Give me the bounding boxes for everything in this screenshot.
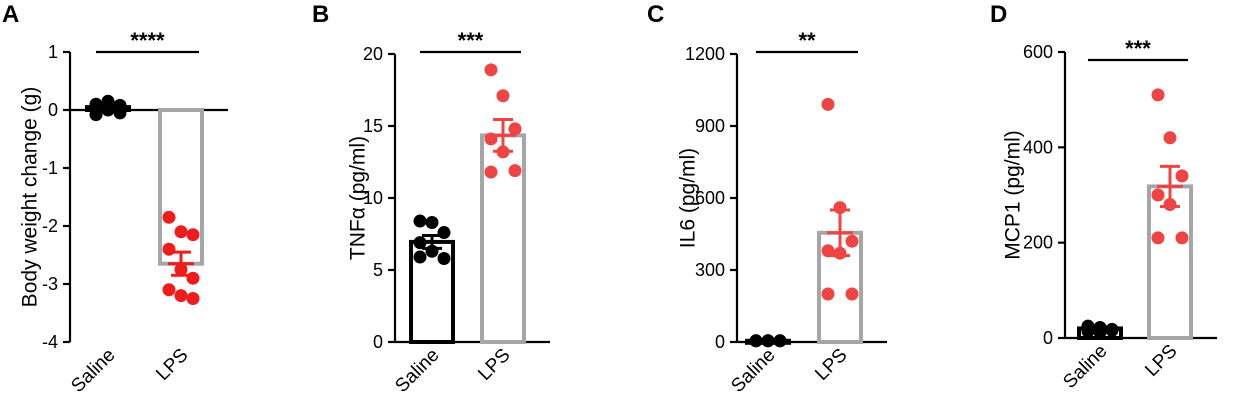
- y-tick-label: -1: [42, 158, 58, 178]
- significance-label: ****: [130, 28, 165, 53]
- category-label: Saline: [727, 345, 779, 397]
- category-label: Saline: [1059, 341, 1111, 393]
- y-axis-label: MCP1 (pg/ml): [1001, 130, 1024, 260]
- y-tick-label: 200: [1023, 233, 1053, 253]
- data-point: [845, 234, 859, 248]
- chart-panel-a: A Body weight change (g) 1 0 -1 -2 -3 -4 Saline L…: [2, 1, 228, 397]
- data-point: [413, 250, 427, 264]
- chart-panel-b: B TNFα (pg/ml) 0 5 10 15 20 Saline LPS ***: [312, 1, 550, 397]
- y-tick-label: 0: [48, 100, 58, 120]
- data-point: [186, 271, 200, 285]
- category-label: LPS: [152, 345, 192, 385]
- category-label: Saline: [391, 345, 443, 397]
- data-point: [162, 210, 176, 224]
- category-label: LPS: [811, 345, 851, 385]
- data-point: [1163, 131, 1177, 145]
- data-point: [425, 215, 439, 229]
- y-tick-label: 20: [363, 44, 383, 64]
- data-point: [413, 214, 427, 228]
- data-point: [186, 292, 200, 305]
- data-point: [508, 164, 522, 178]
- data-point: [437, 226, 451, 240]
- y-tick-label: 0: [373, 332, 383, 352]
- data-point: [162, 242, 176, 256]
- y-tick-label: 15: [363, 116, 383, 136]
- chart-panel-c: C IL6 (pg/ml) 0 300 600 900 1200 Saline LPS **: [647, 1, 887, 397]
- y-tick-label: 1: [48, 42, 58, 62]
- y-tick-label: 300: [695, 260, 725, 280]
- y-tick-label: 0: [1043, 328, 1053, 348]
- y-tick-label: 0: [715, 332, 725, 352]
- data-point: [186, 228, 200, 242]
- y-tick-label: 900: [695, 116, 725, 136]
- data-point: [1151, 88, 1165, 102]
- y-tick-label: 600: [1023, 42, 1053, 62]
- significance-label: ***: [1125, 36, 1151, 61]
- data-point: [174, 225, 188, 239]
- category-label: LPS: [1141, 341, 1181, 381]
- y-tick-label: 1200: [685, 44, 725, 64]
- data-point: [821, 287, 835, 301]
- data-point: [1151, 188, 1165, 202]
- data-point: [437, 251, 451, 265]
- data-point: [1175, 231, 1189, 245]
- data-point: [845, 287, 859, 301]
- y-axis-label: IL6 (pg/ml): [676, 148, 699, 248]
- data-point: [508, 122, 522, 136]
- data-point: [484, 63, 498, 77]
- y-tick-label: -2: [42, 216, 58, 236]
- bar-lps: [1147, 184, 1193, 340]
- panel-letter: B: [312, 1, 329, 28]
- y-axis-label: Body weight change (g): [18, 87, 41, 308]
- y-tick-label: 600: [695, 188, 725, 208]
- category-label: Saline: [67, 345, 119, 397]
- y-tick-label: 10: [363, 188, 383, 208]
- data-point: [821, 97, 835, 111]
- data-point: [1175, 169, 1189, 183]
- chart-panel-d: D MCP1 (pg/ml) 0 200 400 600 Saline LPS ***: [990, 1, 1217, 393]
- panel-letter: D: [990, 1, 1007, 28]
- panel-letter: A: [2, 1, 19, 28]
- data-point: [89, 108, 103, 122]
- y-axis-label: TNFα (pg/ml): [346, 136, 369, 260]
- y-tick-label: 5: [373, 260, 383, 280]
- panel-letter: C: [647, 1, 664, 28]
- y-tick-label: 400: [1023, 137, 1053, 157]
- data-point: [1151, 231, 1165, 245]
- significance-label: **: [798, 28, 816, 53]
- data-point: [484, 165, 498, 179]
- data-point: [496, 89, 510, 103]
- data-point: [162, 283, 176, 297]
- category-label: LPS: [474, 345, 514, 385]
- y-tick-label: -4: [42, 332, 58, 352]
- significance-label: ***: [458, 28, 484, 53]
- y-tick-label: -3: [42, 274, 58, 294]
- bar-lps: [158, 108, 204, 266]
- data-point: [821, 244, 835, 258]
- data-point: [174, 289, 188, 303]
